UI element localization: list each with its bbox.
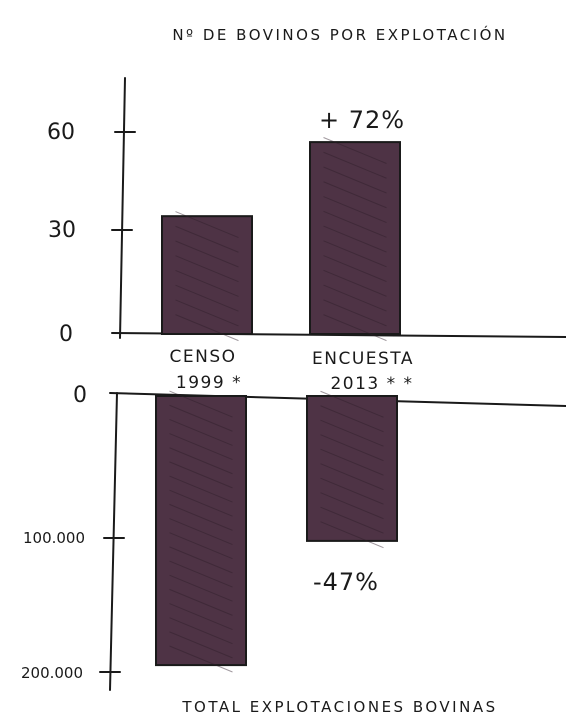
bar-hatch-line: [169, 447, 233, 475]
bar-hatch-line: [169, 603, 233, 630]
category-label-encuesta: ENCUESTA: [312, 349, 414, 369]
bar-hatch-line: [323, 225, 387, 253]
bar-hatch-line: [169, 433, 233, 461]
bar-hatch-line: [323, 269, 387, 297]
bar-hatch-line: [175, 269, 239, 297]
top-y-tick-label-60: 60: [47, 120, 75, 145]
bar-hatch-line: [323, 284, 387, 312]
bar-hatch-line: [169, 461, 233, 489]
bar-hatch-line: [175, 299, 239, 327]
bar-hatch-line: [323, 299, 387, 327]
bar-hatch-line: [320, 434, 384, 462]
top-y-tick-label-30: 30: [48, 218, 76, 243]
bottom-chart-title: TOTAL EXPLOTACIONES BOVINAS: [181, 698, 497, 716]
bottom-y-tick-100000: 100.000: [23, 529, 125, 547]
bar-hatch-line: [169, 404, 233, 432]
top-bar-group-1: [161, 211, 253, 342]
category-label-encuesta-year: 2013 * *: [330, 374, 413, 394]
bar-hatch-line: [169, 489, 233, 517]
bar-hatch-line: [323, 196, 387, 223]
bar-hatch-line: [323, 314, 387, 342]
bar-hatch-line: [320, 506, 384, 534]
bar-hatch-line: [323, 255, 387, 283]
bar-hatch-line: [175, 314, 239, 342]
bar-hatch-line: [323, 151, 387, 179]
bar-hatch-line: [320, 463, 384, 491]
bottom-y-tick-0: 0: [73, 383, 87, 408]
bottom-change-annotation: -47%: [313, 568, 379, 596]
top-y-axis: [119, 77, 126, 339]
top-chart-title: Nº DE BOVINOS POR EXPLOTACIÓN: [172, 25, 507, 44]
top-change-annotation: + 72%: [319, 106, 405, 134]
bar-hatch-line: [175, 255, 239, 283]
bar-hatch-line: [169, 645, 233, 673]
bar-hatch-line: [320, 390, 384, 418]
bar-hatch-line: [169, 418, 233, 446]
bottom-bar-group-2: [306, 390, 398, 549]
bar-hatch-line: [175, 284, 239, 312]
bar-hatch-line: [320, 448, 384, 476]
bar-hatch-line: [169, 503, 233, 531]
bar-hatch-line: [169, 560, 233, 588]
bar-hatch-line: [175, 225, 239, 253]
bar-hatch-line: [169, 475, 233, 503]
bar-hatch-line: [175, 211, 239, 238]
bar-hatch-line: [175, 240, 239, 268]
top-bar-group-2: [309, 137, 401, 342]
bar-hatch-line: [323, 137, 387, 164]
bar-hatch-line: [323, 210, 387, 238]
bottom-bar-group-1: [155, 390, 247, 673]
bar-hatch-line: [169, 617, 233, 645]
top-y-tick-30: 30: [48, 218, 133, 243]
bottom-y-tick-label-100000: 100.000: [23, 529, 85, 547]
bar-hatch-line: [169, 390, 233, 418]
bar-hatch-line: [320, 492, 384, 520]
top-y-tick-60: 60: [47, 120, 136, 145]
top-bar-1: [161, 215, 253, 336]
top-y-tick-label-0: 0: [59, 322, 73, 347]
bar-hatch-line: [169, 631, 233, 659]
bar-hatch-line: [169, 546, 233, 574]
top-bar-2: [309, 141, 401, 335]
bar-hatch-line: [323, 240, 387, 268]
bar-hatch-line: [323, 166, 387, 194]
bar-hatch-line: [169, 532, 233, 560]
category-label-censo: CENSO: [170, 347, 237, 367]
bar-hatch-line: [320, 521, 384, 549]
bottom-y-tick-200000: 200.000: [21, 664, 121, 682]
bars-layer: [155, 137, 401, 673]
bottom-y-tick-label-200000: 200.000: [21, 664, 83, 682]
category-label-censo-year: 1999 *: [176, 373, 242, 393]
bottom-bar-1: [155, 395, 247, 667]
bar-hatch-line: [169, 588, 233, 616]
bar-hatch-line: [320, 405, 384, 433]
top-y-tick-0: 0: [59, 322, 73, 347]
bottom-bar-2: [306, 395, 398, 542]
bar-hatch-line: [323, 181, 387, 209]
bar-hatch-line: [320, 477, 384, 505]
bottom-y-axis: [109, 392, 118, 691]
bottom-y-tick-label-0: 0: [73, 383, 87, 408]
bar-hatch-line: [169, 518, 233, 546]
bar-hatch-line: [169, 574, 233, 602]
bar-hatch-line: [320, 419, 384, 447]
